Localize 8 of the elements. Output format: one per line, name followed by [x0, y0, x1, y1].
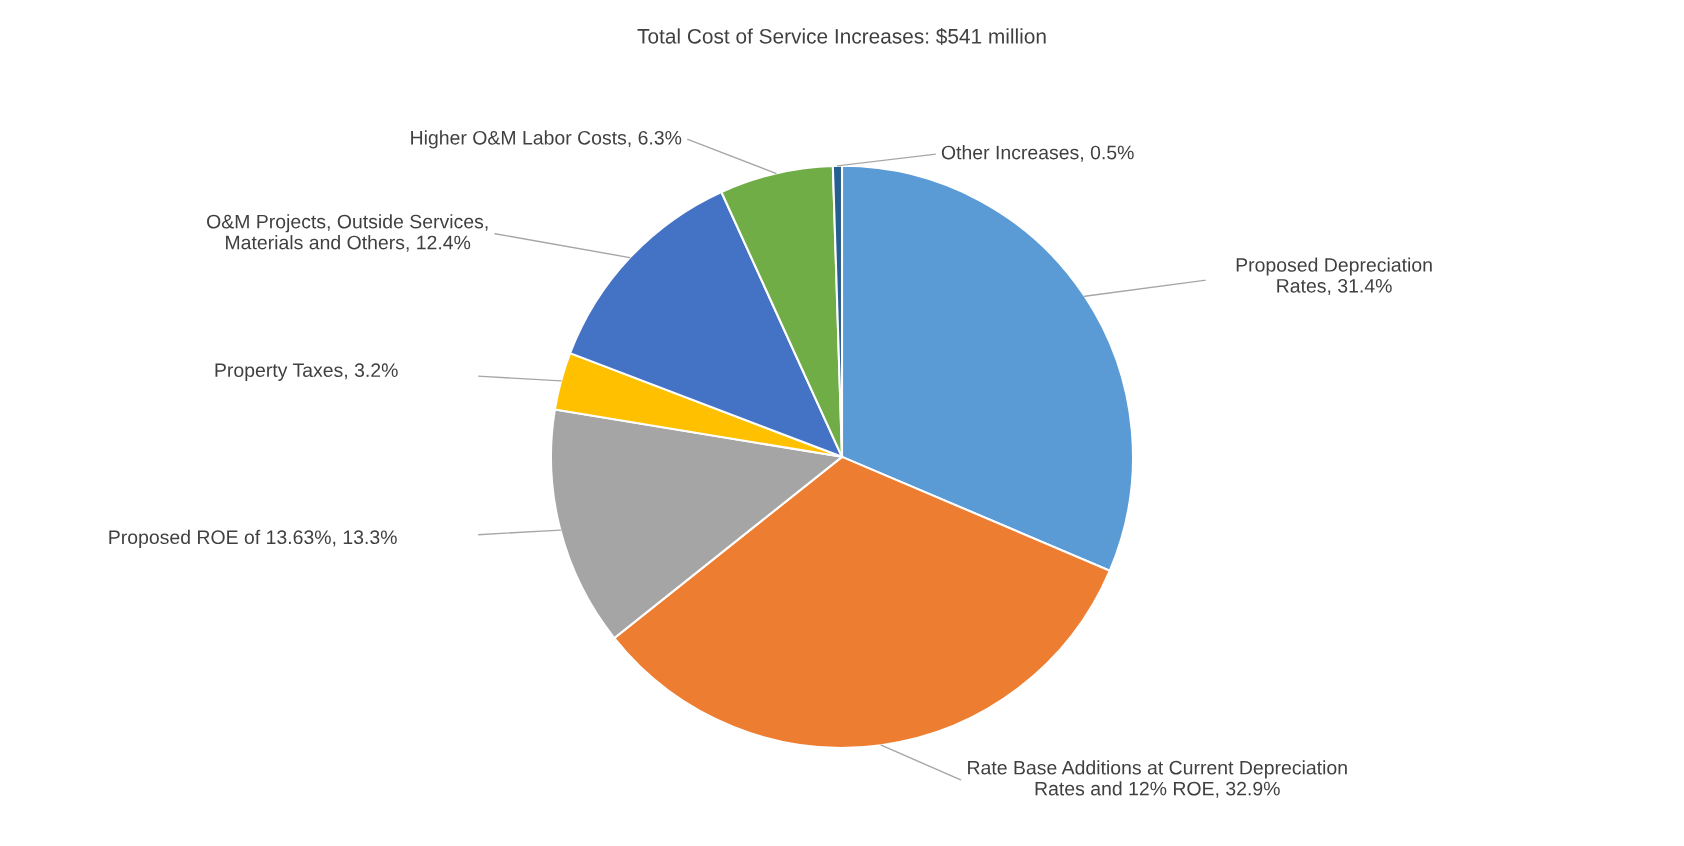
- slice-label: Rate Base Additions at Current Depreciation Rates and 12% ROE, 32.9%: [968, 760, 1347, 798]
- slice-label: Other Increases, 0.5%: [941, 145, 1134, 162]
- slice-label: Higher O&M Labor Costs, 6.3%: [411, 130, 682, 149]
- slice-label: Property Taxes, 3.2%: [215, 363, 398, 381]
- chart-title: Total Cost of Service Increases: $541 million: [637, 28, 1046, 45]
- slice-label: Proposed Depreciation Rates, 31.4%: [1236, 257, 1432, 296]
- slice-label: O&M Projects, Outside Services, Materials and Others, 12.4%: [207, 214, 488, 252]
- slice-label: Proposed ROE of 13.63%, 13.3%: [109, 529, 397, 548]
